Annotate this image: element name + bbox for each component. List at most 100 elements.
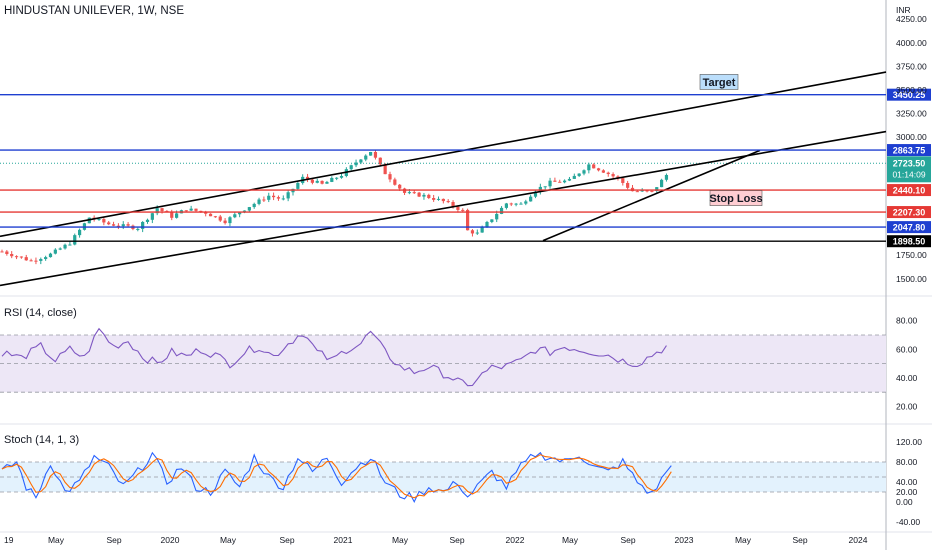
candle-body [325, 181, 329, 184]
candle-body [393, 179, 397, 185]
candle-body [63, 244, 67, 249]
time-tick-label: 2020 [161, 535, 180, 545]
candle-body [238, 212, 242, 215]
candle-body [635, 191, 639, 193]
candle-body [529, 196, 533, 202]
price-level-badge [887, 235, 931, 248]
candle-body [626, 182, 630, 188]
candle-body [664, 174, 669, 180]
price-level-badge [887, 221, 931, 234]
price-level-label: 3450.25 [893, 90, 926, 100]
chart-title: HINDUSTAN UNILEVER, 1W, NSE [4, 5, 184, 17]
candles [0, 150, 886, 265]
candle-body [184, 210, 188, 212]
candle-body [296, 183, 300, 189]
candle-body [102, 219, 106, 223]
price-level-badge [887, 206, 931, 219]
rsi-line [1, 327, 667, 387]
stoch-k-line [1, 451, 672, 503]
price-level-label: 2440.10 [893, 186, 926, 196]
candle-body [116, 225, 120, 227]
candle-body [218, 216, 222, 221]
candle-body [499, 207, 504, 214]
candle-body [0, 251, 4, 253]
candle-body [48, 253, 53, 258]
candle-body [519, 203, 523, 205]
candle-body [601, 170, 605, 173]
candle-body [572, 175, 576, 179]
candle-body [24, 257, 28, 261]
stoch-tick-label: 80.00 [896, 457, 918, 467]
candle-body [97, 219, 101, 221]
candle-body [320, 180, 324, 184]
candle-body [223, 220, 227, 224]
candle-body [44, 257, 48, 260]
candle-body [335, 177, 339, 179]
stoch-tick-label: 20.00 [896, 487, 918, 497]
candle-body [349, 165, 353, 170]
candle-body [432, 198, 436, 200]
candle-body [592, 164, 596, 169]
candle-body [121, 224, 125, 227]
time-tick-label: May [735, 535, 752, 545]
candle-body [475, 232, 479, 234]
price-tick-label: 3250.00 [896, 109, 927, 119]
time-tick-label: 2024 [849, 535, 868, 545]
candle-body [73, 235, 77, 245]
candle-body [170, 212, 174, 218]
time-tick-label: Sep [449, 535, 464, 545]
candle-body [189, 208, 193, 211]
price-tick-label: 4250.00 [896, 14, 927, 24]
candle-body [548, 180, 552, 187]
price-tick-label: 3000.00 [896, 132, 927, 142]
candle-body [257, 199, 261, 204]
candle-body [39, 259, 43, 261]
stoch-tick-label: 0.00 [896, 497, 913, 507]
candle-body [272, 195, 276, 198]
time-tick-label: May [48, 535, 65, 545]
candle-body [466, 209, 470, 231]
candle-body [422, 194, 426, 197]
candle-body [160, 208, 164, 211]
candle-body [213, 216, 217, 218]
candle-body [596, 168, 601, 171]
candle-body [456, 206, 460, 210]
candle-body [558, 181, 562, 183]
price-tick-label: 3500.00 [896, 85, 927, 95]
candle-body [14, 256, 19, 258]
candle-body [204, 211, 208, 214]
price-level-label: 2863.75 [893, 146, 926, 156]
candle-body [111, 224, 116, 226]
candle-body [451, 202, 455, 207]
candle-body [577, 173, 581, 176]
price-level-label: 2207.30 [893, 208, 926, 218]
candle-body [107, 222, 111, 225]
candle-body [267, 195, 271, 200]
candle-body [10, 253, 14, 257]
candle-body [136, 228, 140, 230]
candle-body [441, 198, 445, 202]
candle-body [233, 214, 237, 218]
candle-body [58, 248, 62, 250]
candle-body [228, 217, 232, 224]
time-tick-label: Sep [792, 535, 807, 545]
candle-body [461, 209, 465, 211]
candle-body [587, 164, 591, 171]
candle-body [553, 180, 557, 182]
candle-body [621, 178, 625, 183]
price-level-badge [887, 184, 931, 197]
candle-body [490, 219, 494, 222]
currency-label: INR [896, 5, 911, 15]
candle-body [606, 172, 610, 175]
time-tick-label: 2021 [334, 535, 353, 545]
candle-body [543, 186, 547, 188]
candle-body [650, 190, 654, 192]
price-level-label: 2047.80 [893, 223, 926, 233]
channel-upper-trendline [0, 71, 887, 238]
candle-body [330, 177, 334, 182]
bar-countdown-label: 01:14:09 [892, 169, 925, 179]
candle-body [611, 174, 615, 177]
candle-body [436, 198, 441, 200]
stoch-tick-label: -40.00 [896, 517, 920, 527]
